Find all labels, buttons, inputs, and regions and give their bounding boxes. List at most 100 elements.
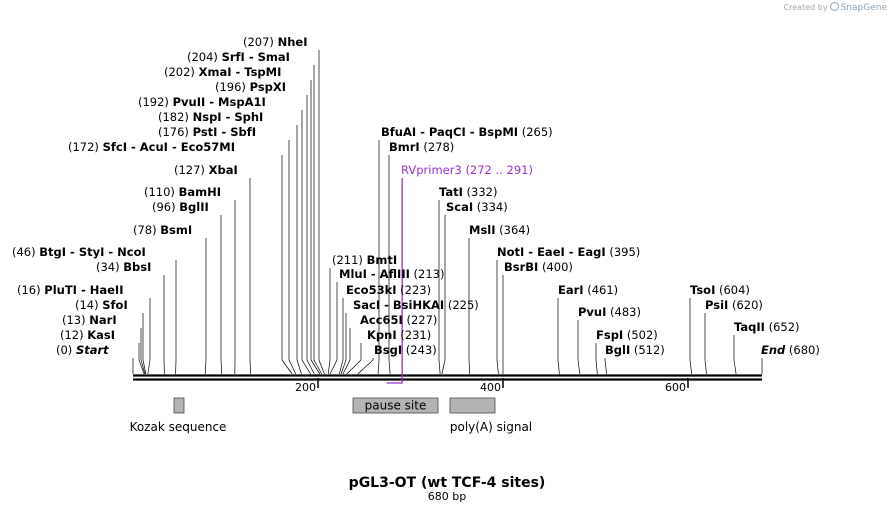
- site-label[interactable]: TsoI (604): [690, 283, 750, 297]
- site-label[interactable]: (207) NheI: [243, 35, 307, 49]
- site-nhei[interactable]: (207) NheI: [243, 35, 307, 49]
- site-label[interactable]: (34) BbsI: [96, 260, 151, 274]
- site-bsrbi[interactable]: BsrBI (400): [504, 260, 573, 274]
- site-start[interactable]: (0) Start: [56, 343, 109, 357]
- site-kasi[interactable]: (12) KasI: [60, 328, 115, 342]
- site-fspi[interactable]: FspI (502): [596, 328, 658, 342]
- site-label[interactable]: PvuI (483): [578, 305, 641, 319]
- site-label[interactable]: BfuAI - PaqCI - BspMI (265): [381, 125, 553, 139]
- site-scai[interactable]: ScaI (334): [446, 200, 508, 214]
- site-pluti-haeii[interactable]: (16) PluTI - HaeII: [17, 283, 123, 297]
- site-nspi-sphi[interactable]: (182) NspI - SphI: [158, 110, 263, 124]
- site-label[interactable]: (110) BamHI: [144, 185, 221, 199]
- site-label[interactable]: (211) BmtI: [332, 253, 397, 267]
- primer-rvprimer3[interactable]: RVprimer3 (272 .. 291): [386, 163, 533, 384]
- site-end[interactable]: End (680): [761, 343, 820, 357]
- site-label[interactable]: (192) PvuII - MspA1I: [138, 95, 266, 109]
- site-sfoi[interactable]: (14) SfoI: [75, 298, 128, 312]
- site-psti-sbfi[interactable]: (176) PstI - SbfI: [158, 125, 256, 139]
- site-msli[interactable]: MslI (364): [469, 223, 530, 237]
- feature-label: Kozak sequence: [130, 420, 227, 434]
- site-label[interactable]: BglI (512): [605, 343, 665, 357]
- site-srfi-smai[interactable]: (204) SrfI - SmaI: [187, 50, 290, 64]
- site-label[interactable]: (172) SfcI - AcuI - Eco57MI: [68, 140, 235, 154]
- site-pvui[interactable]: PvuI (483): [578, 305, 641, 319]
- site-label[interactable]: NotI - EaeI - EagI (395): [497, 245, 640, 259]
- leader-line-bfuai: [377, 140, 380, 375]
- site-label[interactable]: (0) Start: [56, 343, 109, 357]
- primer-label[interactable]: RVprimer3 (272 .. 291): [401, 163, 533, 177]
- site-label[interactable]: TaqII (652): [734, 320, 800, 334]
- site-bmti[interactable]: (211) BmtI: [332, 253, 397, 267]
- feature-label: pause site: [365, 399, 427, 413]
- site-label[interactable]: MluI - AflIII (213): [339, 267, 445, 281]
- site-label[interactable]: (96) BglII: [152, 200, 209, 214]
- site-xbai[interactable]: (127) XbaI: [174, 163, 238, 177]
- site-label[interactable]: BsrBI (400): [504, 260, 573, 274]
- site-label[interactable]: TatI (332): [439, 185, 498, 199]
- tick-label-200: 200: [295, 381, 316, 394]
- site-label[interactable]: BmrI (278): [389, 140, 454, 154]
- site-label[interactable]: Acc65I (227): [360, 313, 437, 327]
- site-label[interactable]: EarI (461): [558, 283, 618, 297]
- site-label[interactable]: SacI - BsiHKAI (225): [353, 298, 479, 312]
- site-bfuai-paqci-bspmi[interactable]: BfuAI - PaqCI - BspMI (265): [381, 125, 553, 139]
- site-label[interactable]: ScaI (334): [446, 200, 508, 214]
- site-label[interactable]: (16) PluTI - HaeII: [17, 283, 123, 297]
- site-label[interactable]: (46) BtgI - StyI - NcoI: [12, 245, 146, 259]
- site-acc65i[interactable]: Acc65I (227): [360, 313, 437, 327]
- feature-box[interactable]: [352, 397, 439, 414]
- site-label[interactable]: (182) NspI - SphI: [158, 110, 263, 124]
- site-label[interactable]: (176) PstI - SbfI: [158, 125, 256, 139]
- site-bgli[interactable]: BglI (512): [605, 343, 665, 357]
- site-eco53ki[interactable]: Eco53kI (223): [346, 283, 431, 297]
- site-saci-bsihkai[interactable]: SacI - BsiHKAI (225): [353, 298, 479, 312]
- site-tsoi[interactable]: TsoI (604): [690, 283, 750, 297]
- feature-kozak-sequence[interactable]: Kozak sequence: [130, 397, 227, 434]
- site-label[interactable]: (202) XmaI - TspMI: [164, 65, 281, 79]
- site-pvuii-mspa1i[interactable]: (192) PvuII - MspA1I: [138, 95, 266, 109]
- leader-line-bgli: [604, 358, 607, 375]
- snapgene-credit: Created by SnapGene: [784, 2, 887, 13]
- site-label[interactable]: End (680): [761, 343, 820, 357]
- site-kpni[interactable]: KpnI (231): [367, 328, 431, 342]
- site-nari[interactable]: (13) NarI: [62, 313, 117, 327]
- site-psii[interactable]: PsiI (620): [705, 298, 763, 312]
- site-bglii[interactable]: (96) BglII: [152, 200, 209, 214]
- feature-poly-a-signal[interactable]: poly(A) signal: [449, 397, 532, 434]
- leader-line-nspi: [296, 125, 302, 375]
- site-label[interactable]: MslI (364): [469, 223, 530, 237]
- site-bsgi[interactable]: BsgI (243): [374, 343, 437, 357]
- site-noti-eaei-eagi[interactable]: NotI - EaeI - EagI (395): [497, 245, 640, 259]
- feature-pause-site[interactable]: pause site: [352, 397, 439, 414]
- site-taqii[interactable]: TaqII (652): [734, 320, 800, 334]
- feature-box[interactable]: [449, 397, 496, 414]
- feature-box[interactable]: [173, 397, 185, 414]
- site-label[interactable]: FspI (502): [596, 328, 658, 342]
- tick-label-600: 600: [665, 381, 686, 394]
- site-label[interactable]: KpnI (231): [367, 328, 431, 342]
- site-label[interactable]: (12) KasI: [60, 328, 115, 342]
- site-label[interactable]: PsiI (620): [705, 298, 763, 312]
- site-tati[interactable]: TatI (332): [439, 185, 498, 199]
- site-label[interactable]: (14) SfoI: [75, 298, 128, 312]
- site-pspxi[interactable]: (196) PspXI: [215, 80, 286, 94]
- site-bmri[interactable]: BmrI (278): [389, 140, 454, 154]
- site-label[interactable]: (196) PspXI: [215, 80, 286, 94]
- site-label[interactable]: BsgI (243): [374, 343, 437, 357]
- site-xmai-tspmi[interactable]: (202) XmaI - TspMI: [164, 65, 281, 79]
- site-bsmi[interactable]: (78) BsmI: [133, 223, 192, 237]
- site-eari[interactable]: EarI (461): [558, 283, 618, 297]
- site-label[interactable]: (78) BsmI: [133, 223, 192, 237]
- site-label[interactable]: (13) NarI: [62, 313, 117, 327]
- site-sfci-acui-eco57mi[interactable]: (172) SfcI - AcuI - Eco57MI: [68, 140, 235, 154]
- site-bbsi[interactable]: (34) BbsI: [96, 260, 151, 274]
- site-label[interactable]: (204) SrfI - SmaI: [187, 50, 290, 64]
- site-btgi-styi-ncoi[interactable]: (46) BtgI - StyI - NcoI: [12, 245, 146, 259]
- site-mlui-afliii[interactable]: MluI - AflIII (213): [339, 267, 445, 281]
- leader-line-bmti: [327, 268, 331, 375]
- site-label[interactable]: (127) XbaI: [174, 163, 238, 177]
- site-bamhi[interactable]: (110) BamHI: [144, 185, 221, 199]
- site-label[interactable]: Eco53kI (223): [346, 283, 431, 297]
